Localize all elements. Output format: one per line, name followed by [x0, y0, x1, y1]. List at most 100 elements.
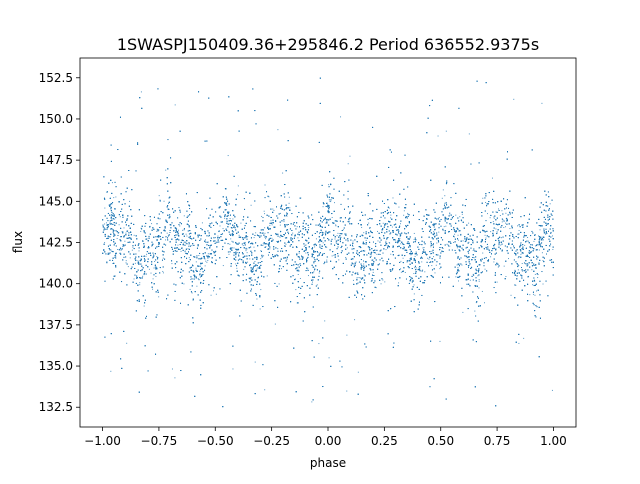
- data-point: [359, 277, 361, 279]
- data-point: [498, 208, 500, 210]
- data-point: [438, 217, 440, 219]
- data-point: [183, 229, 185, 231]
- data-point: [298, 252, 300, 254]
- data-point: [339, 217, 341, 219]
- data-point: [518, 264, 520, 266]
- data-point: [244, 241, 246, 243]
- data-point: [537, 274, 539, 276]
- data-point: [399, 223, 401, 225]
- data-point: [460, 233, 462, 235]
- data-point: [329, 200, 331, 202]
- data-point: [449, 245, 451, 247]
- data-point: [115, 255, 117, 257]
- data-point: [183, 215, 185, 217]
- data-point: [345, 256, 347, 258]
- data-point: [222, 228, 224, 230]
- data-point: [369, 227, 371, 229]
- data-point: [446, 243, 448, 245]
- data-point: [111, 223, 112, 225]
- data-point: [439, 246, 441, 248]
- data-point: [539, 229, 541, 231]
- data-point: [442, 189, 444, 191]
- data-point: [388, 241, 390, 243]
- data-point: [322, 242, 324, 244]
- data-point: [180, 250, 182, 252]
- data-point: [121, 231, 123, 233]
- data-point: [390, 253, 392, 255]
- data-point: [154, 266, 156, 268]
- data-point: [498, 244, 500, 246]
- data-point: [264, 232, 266, 234]
- data-point: [238, 234, 240, 236]
- data-point: [517, 257, 519, 259]
- data-point: [165, 169, 167, 171]
- data-point: [456, 264, 458, 266]
- data-point: [195, 277, 197, 279]
- data-point: [453, 236, 455, 238]
- data-point: [106, 191, 108, 193]
- data-point: [158, 195, 160, 197]
- data-point: [188, 243, 190, 245]
- data-point: [233, 247, 235, 249]
- data-point: [505, 222, 507, 224]
- data-point: [342, 229, 344, 231]
- data-point: [413, 260, 415, 262]
- data-point: [156, 228, 158, 230]
- data-point: [468, 241, 470, 243]
- data-point: [171, 263, 173, 265]
- data-point: [249, 258, 251, 260]
- data-point: [246, 252, 248, 254]
- data-point: [497, 266, 499, 268]
- data-point: [331, 255, 333, 257]
- data-point: [111, 182, 113, 184]
- data-point: [538, 249, 540, 251]
- data-point: [139, 282, 141, 284]
- data-point: [433, 256, 435, 258]
- data-point: [493, 217, 495, 219]
- data-point: [182, 229, 184, 231]
- data-point: [469, 279, 471, 281]
- data-point: [110, 249, 112, 251]
- data-point: [125, 232, 127, 234]
- data-point: [228, 253, 230, 255]
- data-point: [433, 231, 435, 233]
- data-point: [400, 268, 402, 270]
- data-point: [370, 255, 372, 257]
- data-point: [505, 226, 507, 228]
- data-point: [265, 238, 267, 240]
- data-point: [150, 272, 152, 274]
- data-point: [261, 215, 263, 217]
- data-point: [468, 252, 470, 254]
- data-point: [328, 184, 330, 186]
- data-point: [385, 249, 387, 251]
- data-point: [158, 218, 160, 220]
- data-point: [363, 263, 365, 265]
- data-point: [501, 250, 503, 252]
- data-point: [522, 252, 524, 254]
- data-point: [136, 271, 138, 273]
- data-point: [520, 242, 522, 244]
- data-point: [336, 242, 338, 244]
- data-point: [449, 212, 451, 214]
- data-point: [414, 267, 416, 269]
- data-point: [352, 240, 354, 242]
- data-point: [517, 233, 519, 235]
- data-point: [215, 293, 217, 295]
- data-point: [347, 163, 349, 165]
- data-point: [177, 217, 179, 219]
- data-point: [218, 206, 220, 208]
- data-point: [254, 261, 256, 263]
- data-point: [177, 238, 179, 240]
- data-point: [535, 245, 537, 247]
- data-point: [191, 292, 193, 294]
- data-point: [392, 245, 394, 247]
- data-point: [319, 233, 321, 235]
- data-point: [428, 258, 430, 260]
- data-point: [219, 225, 221, 227]
- data-point: [457, 239, 459, 241]
- data-point: [415, 267, 417, 269]
- data-point: [520, 253, 522, 255]
- data-point: [462, 240, 464, 242]
- data-point: [305, 252, 307, 254]
- data-point: [434, 272, 436, 274]
